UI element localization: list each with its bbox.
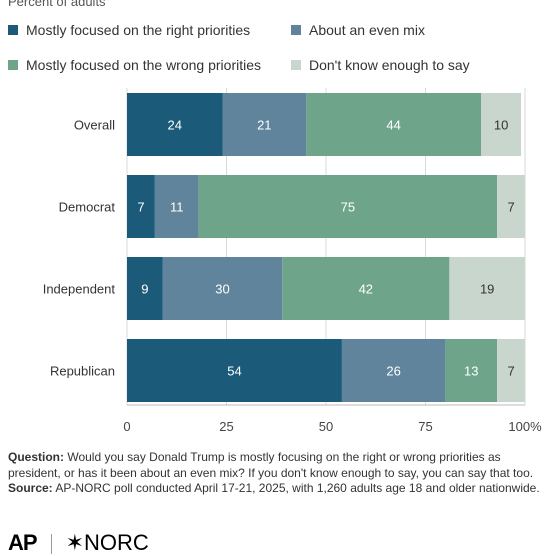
data-label: 7: [507, 364, 514, 379]
bar-segment: [306, 93, 482, 156]
category-label: Democrat: [59, 200, 116, 215]
data-label: 11: [170, 200, 184, 215]
question-text: Would you say Donald Trump is mostly foc…: [8, 450, 534, 480]
data-label: 24: [168, 118, 182, 133]
data-label: 7: [507, 200, 514, 215]
data-label: 19: [480, 282, 494, 297]
ap-logo: AP: [8, 530, 38, 555]
legend-label: Mostly focused on the right priorities: [26, 22, 251, 38]
logos: AP ✶NORC: [8, 530, 149, 555]
bar-segment: [481, 93, 522, 156]
data-label: 44: [386, 118, 400, 133]
x-tick-label: 100%: [508, 419, 542, 434]
data-label: 9: [141, 282, 148, 297]
bar-segment: [127, 93, 223, 156]
legend-label: About an even mix: [309, 22, 425, 38]
bar-segment: [449, 257, 525, 320]
legend-swatch: [8, 60, 18, 70]
bar-segment: [222, 93, 307, 156]
bar-segment: [198, 175, 498, 238]
norc-logo: ✶NORC: [65, 530, 149, 555]
source-text: AP-NORC poll conducted April 17-21, 2025…: [55, 481, 540, 495]
bar-segment: [127, 175, 155, 238]
legend-label: Mostly focused on the wrong priorities: [26, 57, 261, 73]
bar-segment: [282, 257, 450, 320]
x-tick-label: 75: [418, 419, 432, 434]
bar-segment: [154, 175, 199, 238]
data-label: 42: [359, 282, 373, 297]
legend-item-dont-know: Don't know enough to say: [291, 57, 470, 73]
data-label: 54: [227, 364, 241, 379]
data-label: 26: [386, 364, 400, 379]
x-tick-label: 50: [319, 419, 333, 434]
chart-legend: Mostly focused on the right priorities A…: [0, 0, 550, 80]
data-label: 21: [257, 118, 271, 133]
data-label: 7: [137, 200, 144, 215]
category-label: Independent: [43, 282, 116, 297]
legend-item-wrong-priorities: Mostly focused on the wrong priorities: [8, 57, 261, 73]
chart-footer: Question: Would you say Donald Trump is …: [8, 450, 540, 497]
data-label: 30: [215, 282, 229, 297]
bar-segment: [445, 339, 498, 402]
bar-segment: [162, 257, 283, 320]
legend-label: Don't know enough to say: [309, 57, 470, 73]
bar-segment: [497, 339, 525, 402]
legend-swatch: [8, 25, 18, 35]
legend-swatch: [291, 60, 301, 70]
data-label: 10: [494, 118, 508, 133]
x-tick-label: 25: [219, 419, 233, 434]
bar-segment: [127, 339, 342, 402]
bar-segment: [341, 339, 446, 402]
question-note: Question: Would you say Donald Trump is …: [8, 450, 540, 481]
logo-divider: [50, 534, 52, 554]
legend-item-right-priorities: Mostly focused on the right priorities: [8, 22, 250, 38]
bar-segment: [127, 257, 163, 320]
bar-segment: [497, 175, 525, 238]
source-note: Source: AP-NORC poll conducted April 17-…: [8, 481, 540, 497]
data-label: 13: [464, 364, 478, 379]
legend-swatch: [291, 25, 301, 35]
data-label: 75: [341, 200, 355, 215]
category-label: Overall: [74, 118, 115, 133]
stacked-bar-chart: 0 25 50 75 100% Overall 24 21 44 10 Democrat 7 11 75 7…: [43, 88, 542, 434]
source-label: Source:: [8, 481, 53, 495]
legend-item-even-mix: About an even mix: [291, 22, 425, 38]
question-label: Question:: [8, 450, 64, 464]
x-tick-label: 0: [123, 419, 130, 434]
chart-subtitle: Percent of adults: [8, 0, 106, 9]
category-label: Republican: [50, 364, 115, 379]
